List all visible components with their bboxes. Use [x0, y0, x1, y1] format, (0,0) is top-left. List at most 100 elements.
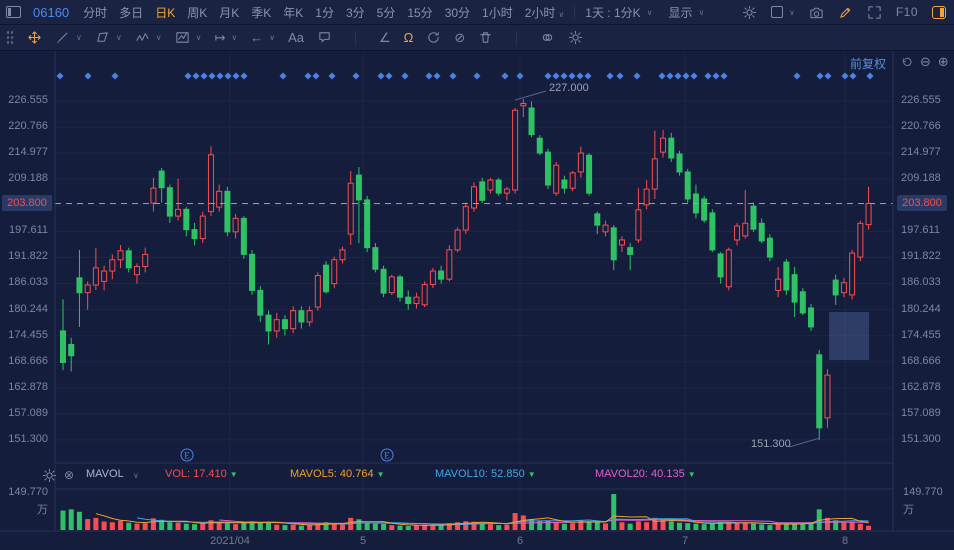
tab-季K[interactable]: 季K: [251, 5, 272, 20]
volume-axis-max-left: 149.770: [8, 486, 48, 498]
tab-1小时[interactable]: 1小时: [482, 5, 513, 20]
tab-多日[interactable]: 多日: [119, 5, 144, 20]
price-adjustment-label[interactable]: 前复权: [849, 57, 886, 71]
watchlist-panel-icon[interactable]: [6, 6, 21, 18]
move-icon[interactable]: [27, 30, 42, 45]
mavol10-value: MAVOL10: 52.850 ▼: [435, 468, 536, 480]
disable-icon[interactable]: ⊘: [454, 30, 466, 45]
chart-zoom-controls: ⊖ ⊕: [900, 54, 949, 70]
wave-icon[interactable]: ∨: [135, 30, 162, 45]
price-label: 226.555: [8, 94, 48, 106]
mavol20-value: MAVOL20: 40.135 ▼: [595, 468, 696, 480]
chevron-down-icon: ∨: [698, 7, 705, 17]
price-label: 209.188: [8, 172, 48, 185]
text-icon[interactable]: Aa: [288, 30, 304, 45]
drawing-toolbar: ∨ ∨ ∨ ∨ ↦ ∨ ← ∨ Aa ∠ Ω ⊘: [0, 25, 954, 51]
tab-15分[interactable]: 15分: [407, 5, 433, 20]
price-label: 186.033: [901, 276, 941, 289]
tab-30分[interactable]: 30分: [444, 5, 471, 20]
tab-年K[interactable]: 年K: [283, 5, 304, 20]
volume-axis-max-right: 149.770: [903, 486, 943, 498]
arrow-left-icon[interactable]: ← ∨: [250, 30, 276, 45]
replay-icon[interactable]: [426, 30, 441, 45]
tab-2小时[interactable]: 2小时 ∨: [524, 5, 565, 20]
selection-box-overlay[interactable]: [829, 312, 869, 360]
gear-icon[interactable]: [568, 30, 583, 45]
indicator-name[interactable]: MAVOL: [86, 468, 124, 480]
tab-1分[interactable]: 1分: [315, 5, 334, 20]
multi-timeframe-select[interactable]: 1天 : 1分K ∨: [585, 5, 653, 20]
tab-5分[interactable]: 5分: [376, 5, 396, 20]
volume-indicator-bar: ⊗ MAVOL ∨ VOL: 17.410 ▼ MAVOL5: 40.764 ▼ M…: [0, 466, 954, 486]
price-label: 157.089: [8, 406, 48, 419]
svg-text:E: E: [184, 451, 190, 461]
chart-layout-select[interactable]: ∨: [770, 6, 795, 18]
mavol5-value: MAVOL5: 40.764 ▼: [290, 468, 385, 480]
zoom-in-icon[interactable]: ⊕: [937, 54, 949, 69]
high-price-annotation: 227.000: [549, 82, 589, 94]
price-label: 191.822: [8, 250, 48, 263]
gridlines: [55, 52, 893, 531]
zoom-out-icon[interactable]: ⊖: [920, 54, 931, 69]
divider: [574, 5, 576, 19]
mavol5-line: [95, 513, 869, 526]
trash-icon[interactable]: [478, 30, 493, 45]
layout-box-icon: [770, 6, 783, 18]
tab-月K[interactable]: 月K: [219, 5, 240, 20]
compare-icon[interactable]: [540, 30, 555, 45]
settings-gear-icon[interactable]: [742, 5, 757, 20]
chevron-down-icon: ∨: [788, 7, 795, 17]
timeframe-tabs: 分时 多日 日K 周K 月K 季K 年K 1分 3分 5分 15分 30分 1小时 2小时 ∨: [83, 4, 564, 21]
sidebar-toggle-icon[interactable]: [932, 5, 946, 19]
stock-code[interactable]: 06160: [33, 4, 70, 20]
extend-line-icon[interactable]: ↦ ∨: [214, 30, 238, 45]
price-label: 226.555: [901, 94, 941, 106]
magnet-icon[interactable]: Ω: [403, 30, 414, 45]
price-label: 180.244: [901, 302, 941, 315]
down-triangle-icon: ▼: [376, 470, 385, 479]
news-marker-diamonds[interactable]: [56, 72, 874, 80]
f10-button[interactable]: F10: [895, 5, 918, 19]
tab-日K[interactable]: 日K: [155, 5, 176, 20]
chevron-down-icon[interactable]: ∨: [133, 471, 139, 480]
vol-value: VOL: 17.410 ▼: [165, 468, 238, 480]
price-label: 209.188: [901, 172, 941, 185]
date-label: 7: [681, 535, 689, 547]
indicator-settings-icon[interactable]: [42, 468, 57, 483]
price-label: 162.878: [8, 380, 48, 393]
screenshot-camera-icon[interactable]: [809, 5, 824, 20]
tab-分时[interactable]: 分时: [83, 5, 108, 20]
price-label: 168.666: [901, 354, 941, 367]
volume-axis-unit-left: 万: [37, 504, 48, 516]
price-label: 191.822: [901, 250, 941, 263]
angle-icon[interactable]: ∠: [378, 30, 391, 45]
down-triangle-icon: ▼: [229, 470, 238, 479]
drag-handle-icon[interactable]: [6, 30, 14, 45]
price-label: 220.766: [901, 120, 941, 133]
panel-borders: [0, 51, 954, 532]
draw-pencil-icon[interactable]: [838, 5, 853, 20]
price-label: 168.666: [8, 354, 48, 367]
price-label: 180.244: [8, 302, 48, 315]
low-annotation-line: [788, 437, 821, 448]
divider: [354, 30, 356, 45]
display-menu[interactable]: 显示 ∨: [668, 5, 705, 20]
pattern-icon[interactable]: ∨: [175, 30, 201, 45]
top-toolbar: 06160 分时 多日 日K 周K 月K 季K 年K 1分 3分 5分 15分 30分 1小时 2小时 ∨ …: [0, 0, 954, 25]
fullscreen-icon[interactable]: [867, 5, 882, 20]
comment-icon[interactable]: [317, 30, 332, 45]
candlestick-series: [60, 98, 872, 440]
indicator-close-icon[interactable]: ⊗: [64, 468, 75, 482]
reset-undo-icon[interactable]: [900, 56, 913, 69]
date-label: 5: [359, 535, 367, 547]
trendline-icon[interactable]: ∨: [55, 30, 82, 45]
down-triangle-icon: ▼: [687, 470, 696, 479]
current-price-label-right: 203.800: [897, 195, 947, 211]
price-label: 197.611: [9, 224, 48, 237]
tab-3分[interactable]: 3分: [345, 5, 365, 20]
tab-周K[interactable]: 周K: [187, 5, 208, 20]
polygon-icon[interactable]: ∨: [95, 30, 122, 45]
